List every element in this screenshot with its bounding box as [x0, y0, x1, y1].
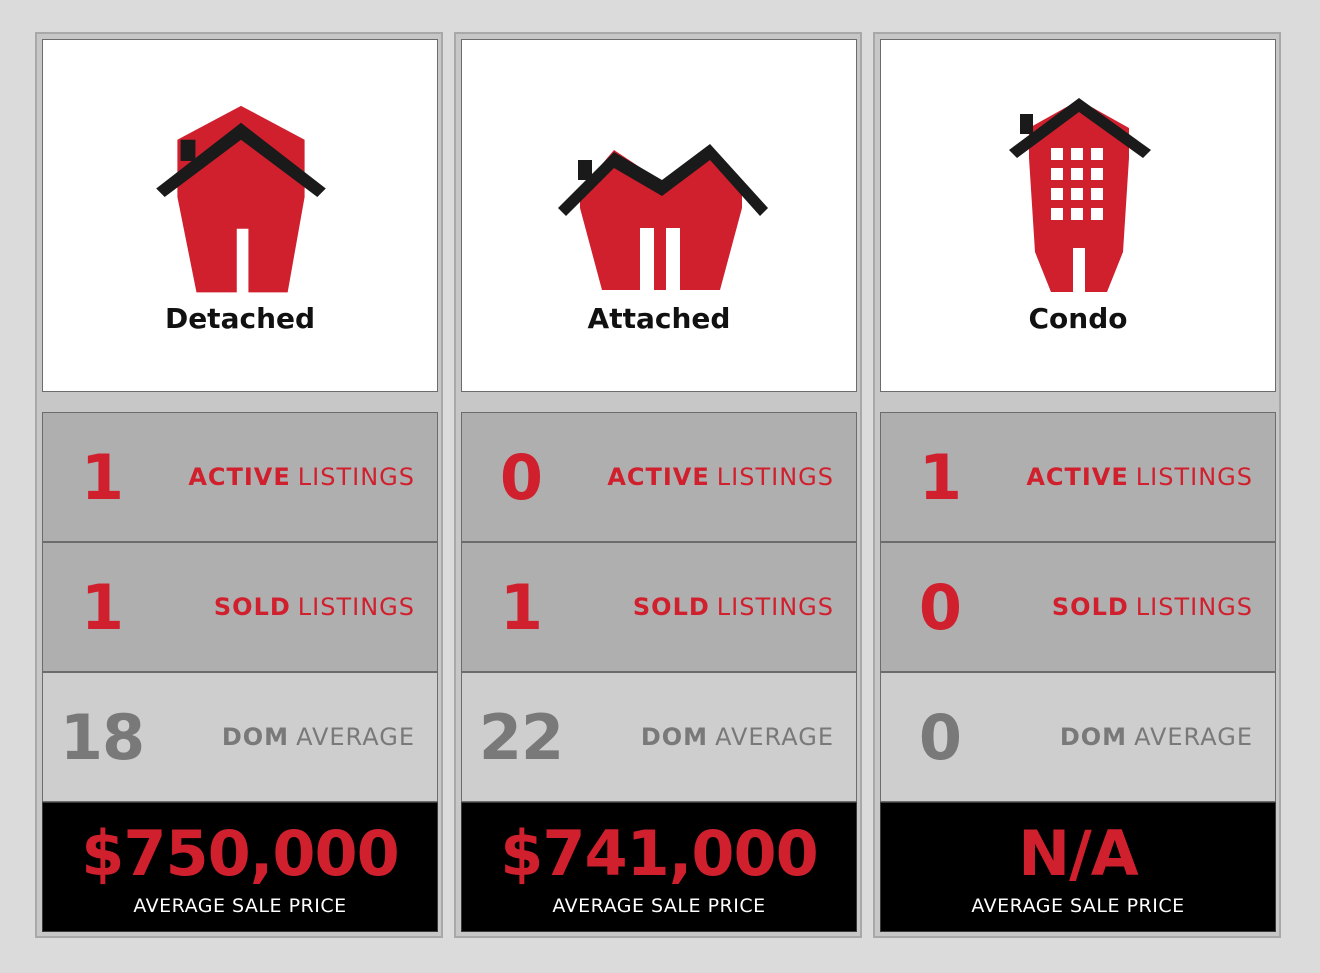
dom-average-value: 18 [59, 700, 145, 774]
average-sale-price-label: AVERAGE SALE PRICE [971, 895, 1185, 917]
sold-listings-label: SOLD LISTINGS [1051, 593, 1253, 621]
sold-listings-label: SOLD LISTINGS [213, 593, 415, 621]
dom-average-label: DOM AVERAGE [1059, 723, 1253, 751]
detached-card: Detached 1 ACTIVE LISTINGS 1 SOLD LISTINGS… [35, 32, 443, 938]
dom-average-row: 0 DOM AVERAGE [880, 672, 1276, 802]
active-listings-row: 1 ACTIVE LISTINGS [42, 412, 438, 542]
sold-listings-row: 1 SOLD LISTINGS [42, 542, 438, 672]
dom-average-label: DOM AVERAGE [221, 723, 415, 751]
condo-building-icon [1009, 98, 1151, 292]
dom-average-row: 22 DOM AVERAGE [461, 672, 857, 802]
average-sale-price-panel: $741,000 AVERAGE SALE PRICE [461, 802, 857, 932]
sold-listings-count: 1 [499, 570, 543, 644]
active-listings-label: ACTIVE LISTINGS [1026, 463, 1253, 491]
sold-listings-count: 1 [80, 570, 124, 644]
average-sale-price-panel: N/A AVERAGE SALE PRICE [880, 802, 1276, 932]
property-type-label: Condo [1028, 302, 1128, 335]
active-listings-row: 0 ACTIVE LISTINGS [461, 412, 857, 542]
active-listings-label: ACTIVE LISTINGS [607, 463, 834, 491]
property-type-label: Attached [587, 302, 731, 335]
average-sale-price-label: AVERAGE SALE PRICE [133, 895, 347, 917]
average-sale-price-label: AVERAGE SALE PRICE [552, 895, 766, 917]
active-listings-label: ACTIVE LISTINGS [188, 463, 415, 491]
active-listings-count: 1 [80, 440, 124, 514]
detached-house-icon [156, 105, 326, 293]
dom-average-value: 22 [478, 700, 564, 774]
active-listings-row: 1 ACTIVE LISTINGS [880, 412, 1276, 542]
attached-card: Attached 0 ACTIVE LISTINGS 1 SOLD LISTINGS… [454, 32, 862, 938]
detached-icon-panel: Detached [42, 39, 438, 392]
average-sale-price-panel: $750,000 AVERAGE SALE PRICE [42, 802, 438, 932]
sold-listings-count: 0 [918, 570, 962, 644]
dom-average-value: 0 [918, 700, 962, 774]
active-listings-count: 0 [499, 440, 543, 514]
dom-average-label: DOM AVERAGE [640, 723, 834, 751]
average-sale-price-value: $750,000 [81, 817, 400, 890]
condo-icon-panel: Condo [880, 39, 1276, 392]
average-sale-price-value: N/A [1018, 817, 1139, 890]
sold-listings-row: 1 SOLD LISTINGS [461, 542, 857, 672]
average-sale-price-value: $741,000 [500, 817, 819, 890]
attached-icon-panel: Attached [461, 39, 857, 392]
sold-listings-row: 0 SOLD LISTINGS [880, 542, 1276, 672]
attached-house-icon [558, 144, 768, 290]
dom-average-row: 18 DOM AVERAGE [42, 672, 438, 802]
condo-card: Condo 1 ACTIVE LISTINGS 0 SOLD LISTINGS 0 … [873, 32, 1281, 938]
active-listings-count: 1 [918, 440, 962, 514]
property-type-label: Detached [164, 302, 316, 335]
sold-listings-label: SOLD LISTINGS [632, 593, 834, 621]
